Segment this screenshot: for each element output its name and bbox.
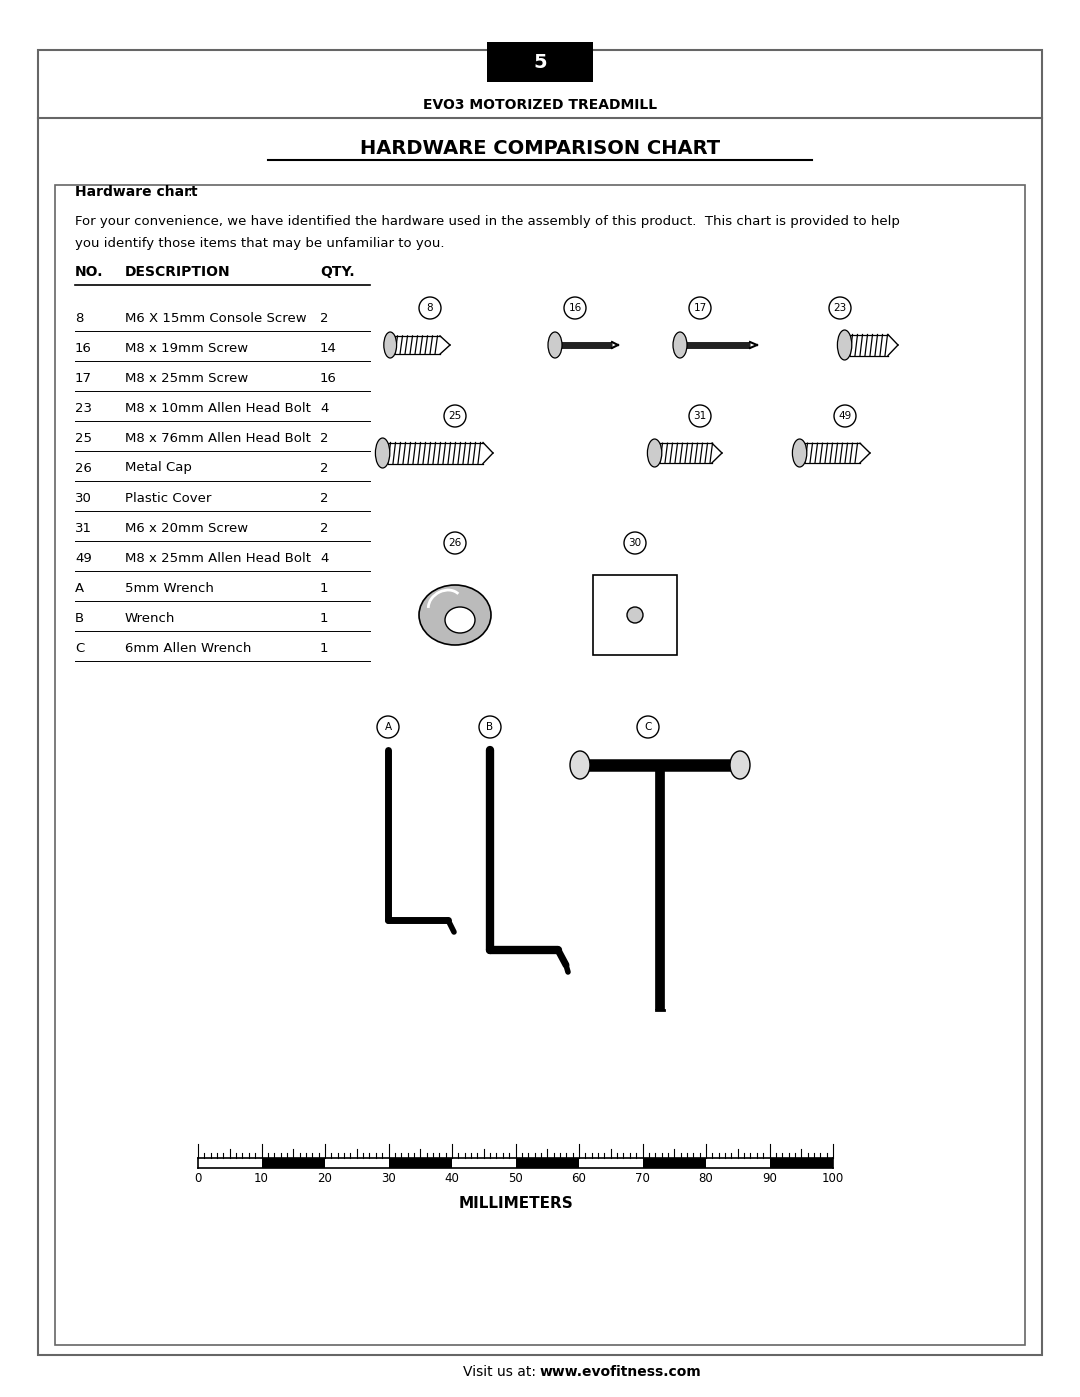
Text: Wrench: Wrench (125, 612, 175, 624)
Text: 10: 10 (254, 1172, 269, 1185)
Text: www.evofitness.com: www.evofitness.com (540, 1365, 702, 1379)
Text: EVO3 MOTORIZED TREADMILL: EVO3 MOTORIZED TREADMILL (423, 98, 657, 112)
Text: M8 x 19mm Screw: M8 x 19mm Screw (125, 341, 248, 355)
Ellipse shape (647, 439, 662, 467)
Ellipse shape (837, 330, 852, 360)
Ellipse shape (793, 439, 807, 467)
FancyBboxPatch shape (706, 1158, 769, 1168)
FancyBboxPatch shape (55, 184, 1025, 1345)
Text: Plastic Cover: Plastic Cover (125, 492, 212, 504)
Text: 40: 40 (445, 1172, 459, 1185)
Text: B: B (75, 612, 84, 624)
Text: 49: 49 (838, 411, 852, 420)
Text: 30: 30 (629, 538, 642, 548)
Text: 2: 2 (320, 312, 328, 324)
Ellipse shape (548, 332, 562, 358)
Text: 26: 26 (448, 538, 461, 548)
Text: 0: 0 (194, 1172, 202, 1185)
Ellipse shape (419, 585, 491, 645)
Text: A: A (75, 581, 84, 595)
Text: 5mm Wrench: 5mm Wrench (125, 581, 214, 595)
Text: NO.: NO. (75, 265, 104, 279)
Text: M6 X 15mm Console Screw: M6 X 15mm Console Screw (125, 312, 307, 324)
Text: 1: 1 (320, 612, 328, 624)
Text: 5: 5 (534, 53, 546, 71)
FancyBboxPatch shape (389, 1158, 453, 1168)
Text: 25: 25 (448, 411, 461, 420)
Text: 8: 8 (75, 312, 83, 324)
Text: 16: 16 (568, 303, 582, 313)
Text: 31: 31 (75, 521, 92, 535)
Text: 16: 16 (320, 372, 337, 384)
Text: M8 x 25mm Allen Head Bolt: M8 x 25mm Allen Head Bolt (125, 552, 311, 564)
FancyBboxPatch shape (261, 1158, 325, 1168)
Text: Visit us at:: Visit us at: (462, 1365, 540, 1379)
Text: 90: 90 (762, 1172, 777, 1185)
Text: 25: 25 (75, 432, 92, 444)
Ellipse shape (383, 332, 396, 358)
Text: 2: 2 (320, 461, 328, 475)
Text: 4: 4 (320, 401, 328, 415)
FancyBboxPatch shape (643, 1158, 706, 1168)
Text: 31: 31 (693, 411, 706, 420)
Text: C: C (645, 722, 651, 732)
Ellipse shape (730, 752, 750, 780)
Text: 17: 17 (75, 372, 92, 384)
Text: 16: 16 (75, 341, 92, 355)
Text: 8: 8 (427, 303, 433, 313)
FancyBboxPatch shape (579, 1158, 643, 1168)
Text: QTY.: QTY. (320, 265, 354, 279)
Text: For your convenience, we have identified the hardware used in the assembly of th: For your convenience, we have identified… (75, 215, 900, 229)
FancyBboxPatch shape (453, 1158, 515, 1168)
Text: A: A (384, 722, 392, 732)
Ellipse shape (627, 608, 643, 623)
FancyBboxPatch shape (38, 50, 1042, 1355)
Text: Hardware chart: Hardware chart (75, 184, 198, 198)
Text: 2: 2 (320, 432, 328, 444)
Ellipse shape (570, 752, 590, 780)
Text: MILLIMETERS: MILLIMETERS (458, 1196, 572, 1211)
Text: M6 x 20mm Screw: M6 x 20mm Screw (125, 521, 248, 535)
Text: 14: 14 (320, 341, 337, 355)
FancyBboxPatch shape (515, 1158, 579, 1168)
Text: 49: 49 (75, 552, 92, 564)
Text: 80: 80 (699, 1172, 714, 1185)
FancyBboxPatch shape (198, 1158, 261, 1168)
Text: 1: 1 (320, 641, 328, 655)
Ellipse shape (673, 332, 687, 358)
Text: 6mm Allen Wrench: 6mm Allen Wrench (125, 641, 252, 655)
Text: DESCRIPTION: DESCRIPTION (125, 265, 231, 279)
Text: C: C (75, 641, 84, 655)
FancyBboxPatch shape (487, 42, 593, 82)
Text: you identify those items that may be unfamiliar to you.: you identify those items that may be unf… (75, 237, 445, 250)
FancyBboxPatch shape (325, 1158, 389, 1168)
Text: 17: 17 (693, 303, 706, 313)
Text: HARDWARE COMPARISON CHART: HARDWARE COMPARISON CHART (360, 138, 720, 158)
Text: B: B (486, 722, 494, 732)
Text: 30: 30 (381, 1172, 396, 1185)
Text: Metal Cap: Metal Cap (125, 461, 192, 475)
Text: M8 x 76mm Allen Head Bolt: M8 x 76mm Allen Head Bolt (125, 432, 311, 444)
Text: M8 x 25mm Screw: M8 x 25mm Screw (125, 372, 248, 384)
Text: 23: 23 (75, 401, 92, 415)
Text: :: : (187, 184, 191, 198)
Text: 70: 70 (635, 1172, 650, 1185)
Ellipse shape (445, 608, 475, 633)
Text: 1: 1 (320, 581, 328, 595)
Text: 26: 26 (75, 461, 92, 475)
FancyBboxPatch shape (769, 1158, 833, 1168)
Ellipse shape (376, 439, 390, 468)
Text: 4: 4 (320, 552, 328, 564)
Text: 60: 60 (571, 1172, 586, 1185)
Text: 2: 2 (320, 492, 328, 504)
Text: 50: 50 (508, 1172, 523, 1185)
Text: 2: 2 (320, 521, 328, 535)
Text: M8 x 10mm Allen Head Bolt: M8 x 10mm Allen Head Bolt (125, 401, 311, 415)
Text: 30: 30 (75, 492, 92, 504)
FancyBboxPatch shape (593, 576, 677, 655)
Text: 100: 100 (822, 1172, 845, 1185)
Text: 23: 23 (834, 303, 847, 313)
Text: 20: 20 (318, 1172, 333, 1185)
